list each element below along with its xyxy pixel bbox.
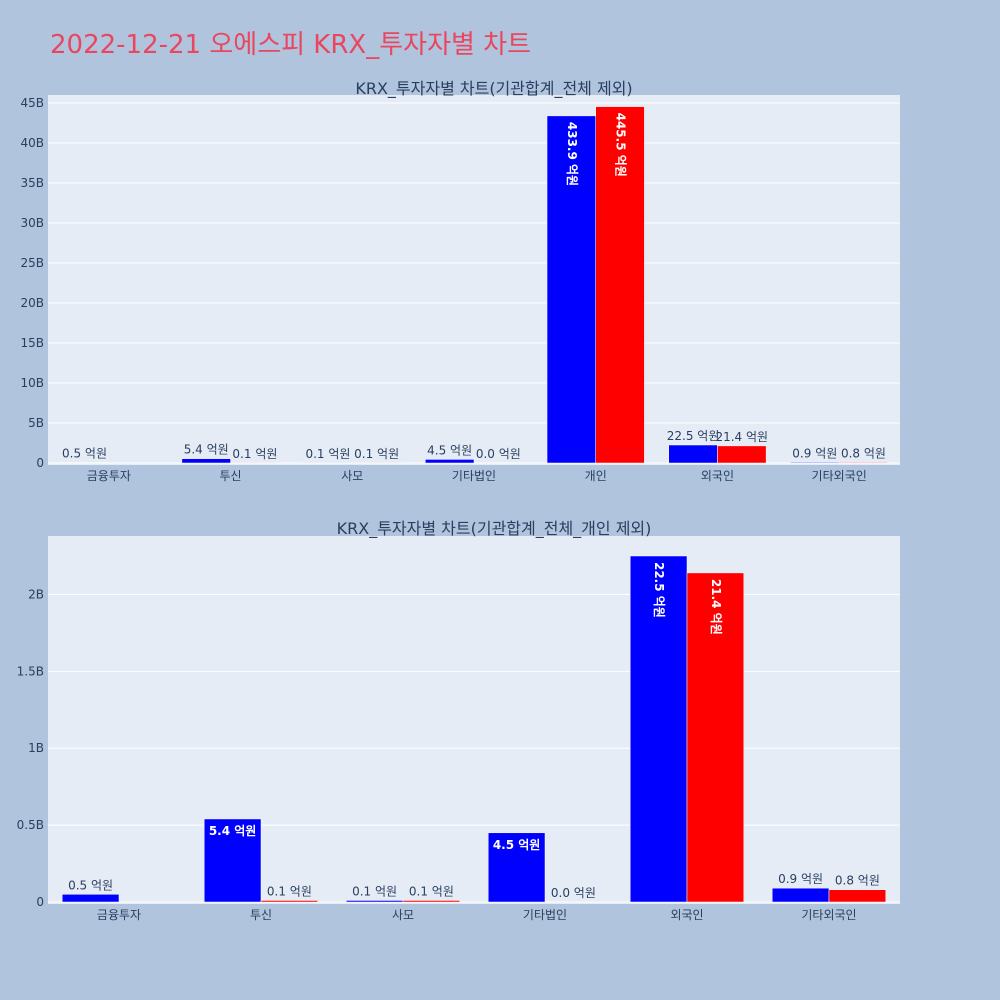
plot-area bbox=[48, 95, 900, 465]
data-label: 5.4 억원 bbox=[209, 824, 257, 838]
data-label: 4.5 억원 bbox=[427, 443, 472, 457]
bar bbox=[717, 445, 767, 464]
y-tick-label: 30B bbox=[20, 216, 44, 230]
y-tick-label: 5B bbox=[28, 416, 44, 430]
bar bbox=[345, 900, 404, 903]
bar bbox=[629, 555, 688, 903]
y-tick-label: 0 bbox=[36, 895, 44, 909]
y-tick-label: 40B bbox=[20, 136, 44, 150]
data-label: 0.1 억원 bbox=[354, 447, 399, 461]
x-tick-label: 금융투자 bbox=[87, 469, 131, 483]
y-tick-label: 20B bbox=[20, 296, 44, 310]
y-tick-label: 1.5B bbox=[17, 664, 44, 678]
data-label: 0.8 억원 bbox=[841, 446, 886, 460]
x-tick-label: 사모 bbox=[392, 908, 414, 922]
bar bbox=[838, 462, 889, 464]
data-label: 0.1 억원 bbox=[352, 884, 397, 898]
x-tick-label: 외국인 bbox=[701, 469, 734, 483]
data-label: 0.1 억원 bbox=[409, 884, 454, 898]
data-label: 0.8 억원 bbox=[835, 874, 880, 888]
chart-title: KRX_투자자별 차트(기관합계_전체_개인 제외) bbox=[337, 519, 652, 539]
bar bbox=[790, 462, 840, 464]
data-label: 0.9 억원 bbox=[778, 872, 823, 886]
y-tick-label: 25B bbox=[20, 256, 44, 270]
bar bbox=[425, 459, 475, 464]
data-label: 0.0 억원 bbox=[551, 886, 596, 900]
x-tick-label: 투신 bbox=[220, 469, 242, 483]
bar bbox=[595, 106, 645, 464]
x-tick-label: 기타법인 bbox=[523, 908, 567, 922]
bar bbox=[181, 458, 231, 464]
data-label: 0.0 억원 bbox=[476, 447, 521, 461]
x-tick-label: 기타외국인 bbox=[812, 469, 867, 483]
data-label: 0.5 억원 bbox=[62, 447, 107, 461]
data-label: 22.5 억원 bbox=[667, 429, 720, 443]
bar bbox=[668, 444, 718, 464]
page-title: 2022-12-21 오에스피 KRX_투자자별 차트 bbox=[50, 30, 532, 60]
x-tick-label: 금융투자 bbox=[97, 908, 141, 922]
x-tick-label: 기타법인 bbox=[452, 469, 496, 483]
bar bbox=[546, 115, 596, 464]
bar bbox=[203, 818, 262, 903]
data-label: 22.5 억원 bbox=[652, 562, 666, 618]
data-label: 21.4 억원 bbox=[709, 579, 723, 635]
data-label: 5.4 억원 bbox=[184, 443, 229, 457]
data-label: 433.9 억원 bbox=[565, 122, 579, 186]
data-label: 0.1 억원 bbox=[267, 884, 312, 898]
data-label: 21.4 억원 bbox=[715, 430, 768, 444]
investor-chart-all: KRX_투자자별 차트(기관합계_전체 제외) 0 5B 10B 15B 20B 25B 30… bbox=[20, 79, 900, 483]
bar bbox=[828, 889, 887, 903]
bar bbox=[402, 900, 461, 903]
bar bbox=[487, 832, 546, 903]
y-tick-label: 0.5B bbox=[17, 818, 44, 832]
bar bbox=[61, 894, 120, 903]
bar bbox=[686, 572, 745, 903]
data-label: 0.1 억원 bbox=[305, 447, 350, 461]
y-tick-label: 15B bbox=[20, 336, 44, 350]
x-tick-label: 외국인 bbox=[670, 908, 703, 922]
investor-chart-excl-individual: KRX_투자자별 차트(기관합계_전체_개인 제외) 0 0.5B 1B 1.5B 2B 0… bbox=[17, 519, 900, 922]
plot-area bbox=[48, 536, 900, 904]
y-tick-label: 2B bbox=[28, 587, 44, 601]
bar bbox=[771, 887, 830, 903]
data-label: 4.5 억원 bbox=[493, 838, 541, 852]
x-tick-label: 개인 bbox=[585, 469, 607, 483]
data-label: 0.5 억원 bbox=[68, 878, 113, 892]
y-tick-label: 10B bbox=[20, 376, 44, 390]
x-tick-label: 사모 bbox=[341, 469, 363, 483]
bar bbox=[260, 900, 319, 903]
y-tick-label: 1B bbox=[28, 741, 44, 755]
data-label: 445.5 억원 bbox=[614, 113, 628, 177]
y-tick-label: 45B bbox=[20, 96, 44, 110]
data-label: 0.9 억원 bbox=[792, 446, 837, 460]
chart-title: KRX_투자자별 차트(기관합계_전체 제외) bbox=[355, 79, 632, 99]
data-label: 0.1 억원 bbox=[232, 447, 277, 461]
y-tick-label: 0 bbox=[36, 456, 44, 470]
x-tick-label: 투신 bbox=[250, 908, 272, 922]
x-tick-label: 기타외국인 bbox=[801, 908, 856, 922]
y-tick-label: 35B bbox=[20, 176, 44, 190]
